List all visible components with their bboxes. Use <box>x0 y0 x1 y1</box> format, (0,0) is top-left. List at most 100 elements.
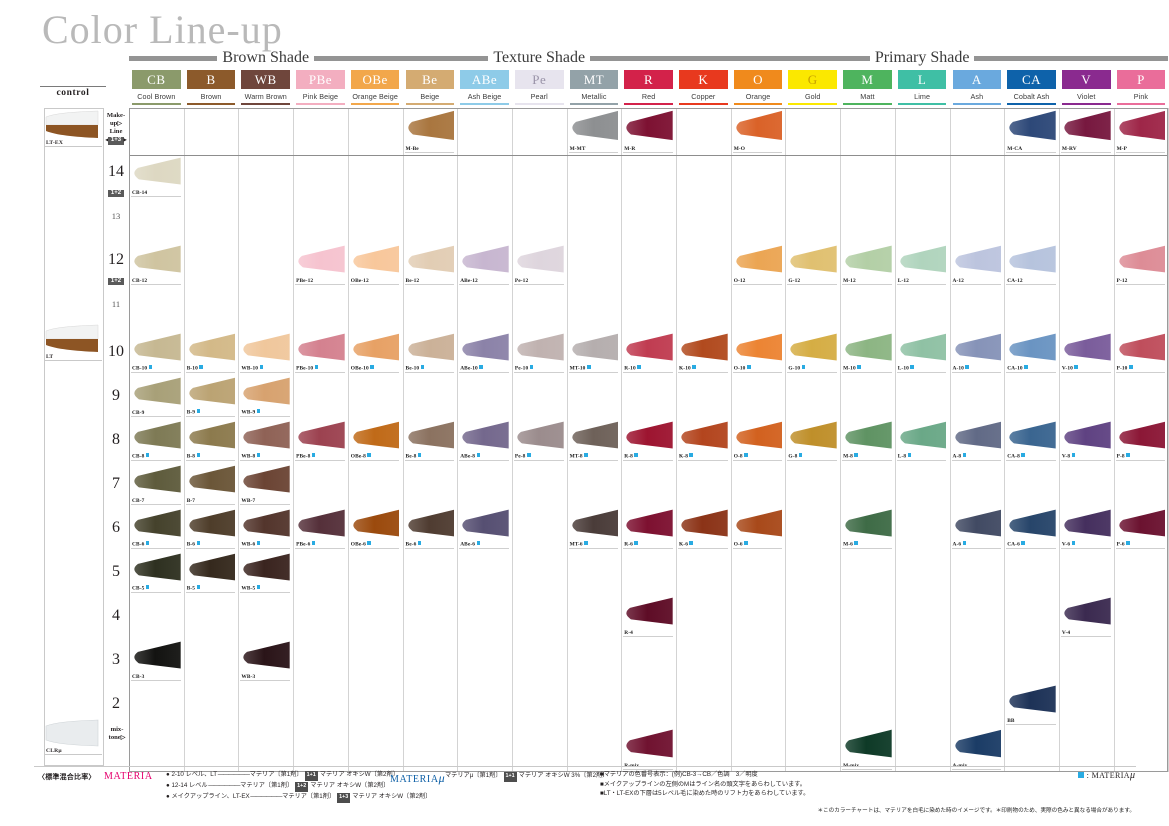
swatch-cell-G-8[interactable]: G-8 <box>787 421 838 461</box>
swatch-cell-P-8[interactable]: P-8 <box>1115 421 1166 461</box>
swatch-cell-O-6[interactable]: O-6 <box>732 509 783 549</box>
column-header-OBe[interactable]: OBe Orange Beige <box>350 70 400 105</box>
swatch-cell-O-12[interactable]: O-12 <box>732 245 783 285</box>
swatch-cell-CA-10[interactable]: CA-10 <box>1006 333 1056 373</box>
swatch-cell-PBe-12[interactable]: PBe-12 <box>295 245 345 285</box>
swatch-cell-ABe-10[interactable]: ABe-10 <box>459 333 509 373</box>
swatch-cell-M-6[interactable]: M-6 <box>842 509 892 549</box>
swatch-cell-M-12[interactable]: M-12 <box>842 245 892 285</box>
swatch-cell-CB-7[interactable]: CB-7 <box>131 465 181 505</box>
swatch-cell-A-12[interactable]: A-12 <box>951 245 1002 285</box>
swatch-cell-L-12[interactable]: L-12 <box>896 245 947 285</box>
swatch-cell-K-8[interactable]: K-8 <box>678 421 728 461</box>
control-swatch-1[interactable]: LT <box>44 324 102 361</box>
swatch-cell-R-6[interactable]: R-6 <box>623 509 673 549</box>
column-header-PBe[interactable]: PBe Pink Beige <box>296 70 345 105</box>
swatch-cell-WB-7[interactable]: WB-7 <box>240 465 291 505</box>
swatch-cell-B-6[interactable]: B-6 <box>185 509 236 549</box>
swatch-cell-WB-5[interactable]: WB-5 <box>240 553 291 593</box>
swatch-cell-CB-3[interactable]: CB-3 <box>131 641 181 681</box>
swatch-cell-V-4[interactable]: V-4 <box>1060 597 1111 637</box>
swatch-cell-V-10[interactable]: V-10 <box>1060 333 1111 373</box>
swatch-cell-BB[interactable]: BB <box>1006 685 1056 725</box>
swatch-cell-OBe-10[interactable]: OBe-10 <box>349 333 400 373</box>
column-header-Pe[interactable]: Pe Pearl <box>514 70 564 105</box>
swatch-cell-Be-10[interactable]: Be-10 <box>404 333 455 373</box>
swatch-cell-WB-6[interactable]: WB-6 <box>240 509 291 549</box>
swatch-cell-M-P[interactable]: M-P <box>1115 110 1166 153</box>
swatch-cell-B-8[interactable]: B-8 <box>185 421 236 461</box>
swatch-cell-R-8[interactable]: R-8 <box>623 421 673 461</box>
swatch-cell-CB-5[interactable]: CB-5 <box>131 553 181 593</box>
swatch-cell-P-6[interactable]: P-6 <box>1115 509 1166 549</box>
swatch-cell-G-10[interactable]: G-10 <box>787 333 838 373</box>
swatch-cell-WB-9[interactable]: WB-9 <box>240 377 291 417</box>
swatch-cell-OBe-8[interactable]: OBe-8 <box>349 421 400 461</box>
swatch-cell-L-8[interactable]: L-8 <box>896 421 947 461</box>
swatch-cell-M-CA[interactable]: M-CA <box>1006 110 1056 153</box>
swatch-cell-M-O[interactable]: M-O <box>732 110 783 153</box>
swatch-cell-R-10[interactable]: R-10 <box>623 333 673 373</box>
swatch-cell-A-6[interactable]: A-6 <box>951 509 1002 549</box>
swatch-cell-M-10[interactable]: M-10 <box>842 333 892 373</box>
swatch-cell-A-10[interactable]: A-10 <box>951 333 1002 373</box>
column-header-R[interactable]: R Red <box>624 70 673 105</box>
swatch-cell-CB-10[interactable]: CB-10 <box>131 333 181 373</box>
swatch-cell-CA-12[interactable]: CA-12 <box>1006 245 1056 285</box>
swatch-cell-M-Be[interactable]: M-Be <box>404 110 455 153</box>
swatch-cell-V-8[interactable]: V-8 <box>1060 421 1111 461</box>
swatch-cell-WB-3[interactable]: WB-3 <box>240 641 291 681</box>
swatch-cell-MT-8[interactable]: MT-8 <box>568 421 619 461</box>
swatch-cell-WB-8[interactable]: WB-8 <box>240 421 291 461</box>
column-header-B[interactable]: B Brown <box>186 70 236 105</box>
column-header-Be[interactable]: Be Beige <box>405 70 455 105</box>
swatch-cell-PBe-10[interactable]: PBe-10 <box>295 333 345 373</box>
swatch-cell-Pe-8[interactable]: Pe-8 <box>513 421 564 461</box>
swatch-cell-CB-8[interactable]: CB-8 <box>131 421 181 461</box>
swatch-cell-M-8[interactable]: M-8 <box>842 421 892 461</box>
column-header-A[interactable]: A Ash <box>952 70 1002 105</box>
swatch-cell-ABe-8[interactable]: ABe-8 <box>459 421 509 461</box>
swatch-cell-PBe-8[interactable]: PBe-8 <box>295 421 345 461</box>
swatch-cell-CB-9[interactable]: CB-9 <box>131 377 181 417</box>
column-header-G[interactable]: G Gold <box>788 70 838 105</box>
swatch-cell-P-12[interactable]: P-12 <box>1115 245 1166 285</box>
control-swatch-2[interactable]: CLRµ <box>44 718 102 755</box>
swatch-cell-Be-6[interactable]: Be-6 <box>404 509 455 549</box>
swatch-cell-M-mix[interactable]: M-mix <box>842 729 892 770</box>
swatch-cell-B-9[interactable]: B-9 <box>185 377 236 417</box>
swatch-cell-A-mix[interactable]: A-mix <box>951 729 1002 770</box>
swatch-cell-Be-8[interactable]: Be-8 <box>404 421 455 461</box>
swatch-cell-R-mix[interactable]: R-mix <box>623 729 673 770</box>
swatch-cell-B-5[interactable]: B-5 <box>185 553 236 593</box>
swatch-cell-ABe-12[interactable]: ABe-12 <box>459 245 509 285</box>
swatch-cell-K-10[interactable]: K-10 <box>678 333 728 373</box>
swatch-cell-PBe-6[interactable]: PBe-6 <box>295 509 345 549</box>
column-header-V[interactable]: V Violet <box>1061 70 1111 105</box>
swatch-cell-OBe-12[interactable]: OBe-12 <box>349 245 400 285</box>
column-header-CA[interactable]: CA Cobalt Ash <box>1007 70 1056 105</box>
column-header-ABe[interactable]: ABe Ash Beige <box>460 70 509 105</box>
swatch-cell-O-8[interactable]: O-8 <box>732 421 783 461</box>
swatch-cell-CB-12[interactable]: CB-12 <box>131 245 181 285</box>
column-header-MT[interactable]: MT Metallic <box>569 70 619 105</box>
swatch-cell-R-4[interactable]: R-4 <box>623 597 673 637</box>
swatch-cell-CB-6[interactable]: CB-6 <box>131 509 181 549</box>
swatch-cell-MT-10[interactable]: MT-10 <box>568 333 619 373</box>
swatch-cell-OBe-6[interactable]: OBe-6 <box>349 509 400 549</box>
swatch-cell-B-10[interactable]: B-10 <box>185 333 236 373</box>
swatch-cell-M-MT[interactable]: M-MT <box>568 110 619 153</box>
swatch-cell-G-12[interactable]: G-12 <box>787 245 838 285</box>
swatch-cell-Be-12[interactable]: Be-12 <box>404 245 455 285</box>
column-header-WB[interactable]: WB Warm Brown <box>241 70 291 105</box>
swatch-cell-Pe-12[interactable]: Pe-12 <box>513 245 564 285</box>
swatch-cell-A-8[interactable]: A-8 <box>951 421 1002 461</box>
swatch-cell-ABe-6[interactable]: ABe-6 <box>459 509 509 549</box>
swatch-cell-CA-6[interactable]: CA-6 <box>1006 509 1056 549</box>
swatch-cell-V-6[interactable]: V-6 <box>1060 509 1111 549</box>
swatch-cell-P-10[interactable]: P-10 <box>1115 333 1166 373</box>
swatch-cell-Pe-10[interactable]: Pe-10 <box>513 333 564 373</box>
swatch-cell-MT-6[interactable]: MT-6 <box>568 509 619 549</box>
swatch-cell-CB-14[interactable]: CB-14 <box>131 157 181 197</box>
swatch-cell-CA-8[interactable]: CA-8 <box>1006 421 1056 461</box>
